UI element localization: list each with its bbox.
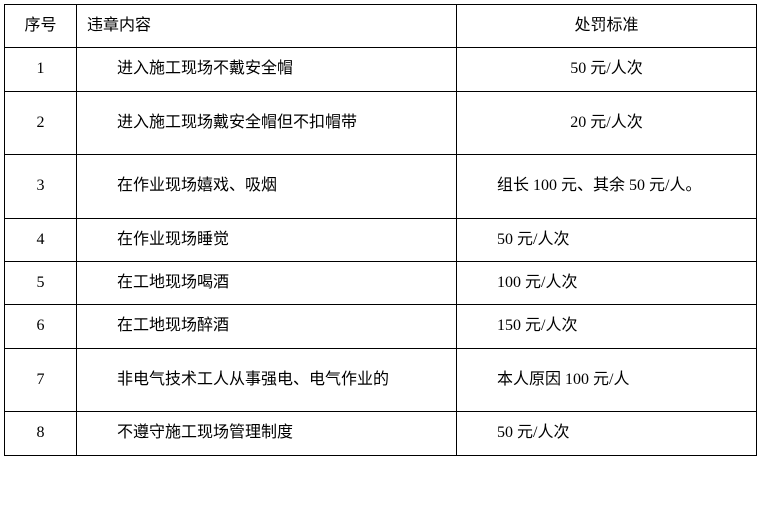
table-row: 2 进入施工现场戴安全帽但不扣帽带 20 元/人次	[5, 91, 757, 154]
header-violation: 违章内容	[77, 5, 457, 48]
cell-index: 1	[5, 48, 77, 91]
cell-penalty: 50 元/人次	[457, 218, 757, 261]
cell-violation: 不遵守施工现场管理制度	[77, 412, 457, 455]
cell-penalty: 20 元/人次	[457, 91, 757, 154]
cell-penalty: 本人原因 100 元/人	[457, 348, 757, 411]
cell-violation: 在工地现场醉酒	[77, 305, 457, 348]
cell-index: 3	[5, 155, 77, 218]
cell-violation: 在作业现场嬉戏、吸烟	[77, 155, 457, 218]
cell-index: 8	[5, 412, 77, 455]
table-header-row: 序号 违章内容 处罚标准	[5, 5, 757, 48]
table-row: 1 进入施工现场不戴安全帽 50 元/人次	[5, 48, 757, 91]
cell-violation: 进入施工现场戴安全帽但不扣帽带	[77, 91, 457, 154]
cell-index: 7	[5, 348, 77, 411]
cell-index: 2	[5, 91, 77, 154]
cell-violation: 进入施工现场不戴安全帽	[77, 48, 457, 91]
header-index: 序号	[5, 5, 77, 48]
cell-penalty: 50 元/人次	[457, 48, 757, 91]
cell-violation: 在工地现场喝酒	[77, 261, 457, 304]
table-row: 6 在工地现场醉酒 150 元/人次	[5, 305, 757, 348]
table-row: 4 在作业现场睡觉 50 元/人次	[5, 218, 757, 261]
cell-violation: 在作业现场睡觉	[77, 218, 457, 261]
table-row: 8 不遵守施工现场管理制度 50 元/人次	[5, 412, 757, 455]
violation-penalty-table: 序号 违章内容 处罚标准 1 进入施工现场不戴安全帽 50 元/人次 2 进入施…	[4, 4, 757, 456]
header-penalty: 处罚标准	[457, 5, 757, 48]
cell-index: 5	[5, 261, 77, 304]
cell-penalty: 50 元/人次	[457, 412, 757, 455]
cell-violation: 非电气技术工人从事强电、电气作业的	[77, 348, 457, 411]
table-row: 7 非电气技术工人从事强电、电气作业的 本人原因 100 元/人	[5, 348, 757, 411]
cell-penalty: 100 元/人次	[457, 261, 757, 304]
cell-index: 4	[5, 218, 77, 261]
cell-penalty: 150 元/人次	[457, 305, 757, 348]
table-row: 5 在工地现场喝酒 100 元/人次	[5, 261, 757, 304]
table-row: 3 在作业现场嬉戏、吸烟 组长 100 元、其余 50 元/人。	[5, 155, 757, 218]
table-body: 1 进入施工现场不戴安全帽 50 元/人次 2 进入施工现场戴安全帽但不扣帽带 …	[5, 48, 757, 455]
cell-penalty: 组长 100 元、其余 50 元/人。	[457, 155, 757, 218]
cell-index: 6	[5, 305, 77, 348]
